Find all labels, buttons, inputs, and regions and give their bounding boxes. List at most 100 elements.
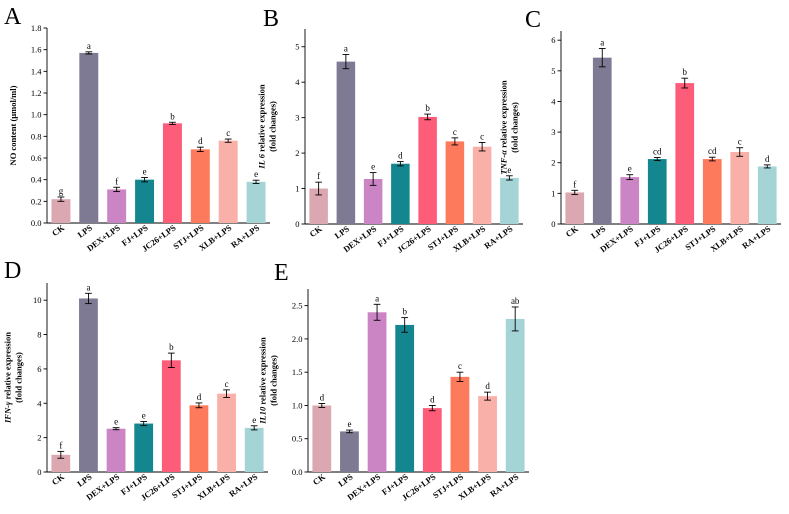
significance-letter: d [197,392,202,402]
y-tick-label: 1 [295,184,299,194]
y-tick-label: 5 [551,66,555,76]
bar [51,199,71,223]
y-tick-label: 2 [551,158,555,168]
significance-letter: a [344,44,348,54]
y-tick-label: 0.2 [31,196,42,206]
y-tick-label: 0.0 [31,218,42,228]
bar [246,181,266,223]
bar [312,405,332,472]
panel-letter: D [4,258,21,284]
significance-letter: c [480,131,484,141]
y-tick-label: 1 [551,188,555,198]
panel-letter: E [274,260,289,286]
bar [244,427,264,472]
bar [675,83,695,224]
y-tick-label: 4 [295,77,300,87]
y-tick-label: 1.0 [31,110,42,120]
bar [309,188,328,224]
bar [450,376,470,472]
significance-letter: f [317,171,320,181]
bar [702,159,722,224]
significance-letter: d [485,381,490,391]
y-tick-label: 0.6 [31,153,42,163]
bar [134,423,154,472]
y-tick-label: 3 [295,113,299,123]
bar [51,454,71,472]
bar [189,405,209,472]
significance-letter: a [600,37,604,47]
bar [445,141,465,224]
significance-letter: e [254,169,258,179]
y-tick-label: 1.0 [292,400,303,410]
significance-letter: d [320,392,325,402]
bar [106,428,126,472]
y-tick-label: 4 [37,398,42,408]
y-tick-label: 2 [295,148,299,158]
y-tick-label: 10 [33,295,42,305]
bar [418,116,437,224]
significance-letter: e [347,419,351,429]
bar [565,192,585,224]
bar [472,146,492,224]
y-tick-label: 6 [37,364,41,374]
x-tick-label: LPS [75,222,94,239]
significance-letter: f [115,176,118,186]
y-tick-label: 1.5 [292,367,303,377]
panel-a: A0.00.20.40.60.81.01.21.41.61.8gCKaLPSfD… [4,4,270,254]
panel-e: E0.00.51.01.52.02.5dCKeLPSaDEX+LPSbFJ+LP… [258,260,529,503]
significance-letter: b [425,103,430,113]
x-tick-label: LPS [75,471,94,488]
significance-letter: a [87,41,91,51]
significance-letter: e [114,417,118,427]
bar [79,52,99,223]
x-tick-label: RA+LPS [740,223,773,250]
x-tick-label: CK [50,471,67,487]
x-tick-label: LPS [589,223,608,240]
bar [162,123,182,223]
bar [592,57,612,225]
bar [217,393,236,472]
x-tick-label: RA+LPS [227,471,260,498]
y-tick-label: 2 [37,433,41,443]
y-tick-label: 1.6 [31,45,42,55]
y-tick-label: 2.5 [292,301,303,311]
bar [161,360,181,472]
significance-letter: a [86,282,90,292]
significance-letter: c [226,128,230,138]
y-axis-label: (fold changes) [510,102,520,153]
y-axis-label: IL 6 relative expression [257,84,267,169]
x-tick-label: RA+LPS [488,471,521,498]
x-tick-label: CK [308,223,325,239]
significance-letter: cd [653,147,662,157]
bar [730,152,750,224]
x-tick-label: RA+LPS [229,222,262,249]
y-tick-label: 8 [37,330,41,340]
significance-letter: b [402,307,407,317]
significance-letter: e [507,165,511,175]
significance-letter: g [59,186,64,196]
y-tick-label: 0.4 [31,175,42,185]
y-tick-label: 0.5 [292,434,303,444]
significance-letter: e [628,164,632,174]
panel-letter: B [263,6,279,32]
significance-letter: f [573,179,576,189]
y-axis-label: IL10 relative expression [258,337,268,425]
bar [391,163,410,224]
y-tick-label: 0.8 [31,131,42,141]
y-tick-label: 2.0 [292,334,303,344]
bar [478,396,497,472]
significance-letter: b [683,67,688,77]
y-tick-label: 1.8 [31,23,42,33]
y-tick-label: 0 [551,219,555,229]
y-tick-label: 0 [295,219,299,229]
significance-letter: ab [511,296,520,306]
x-tick-label: RA+LPS [482,223,515,250]
significance-letter: d [198,136,203,146]
y-tick-label: 4 [551,96,556,106]
bar [422,408,442,472]
panel-letter: C [525,7,541,33]
significance-letter: a [375,293,379,303]
y-axis-label: NO content (μmol/ml) [8,85,18,165]
bar [79,298,98,472]
